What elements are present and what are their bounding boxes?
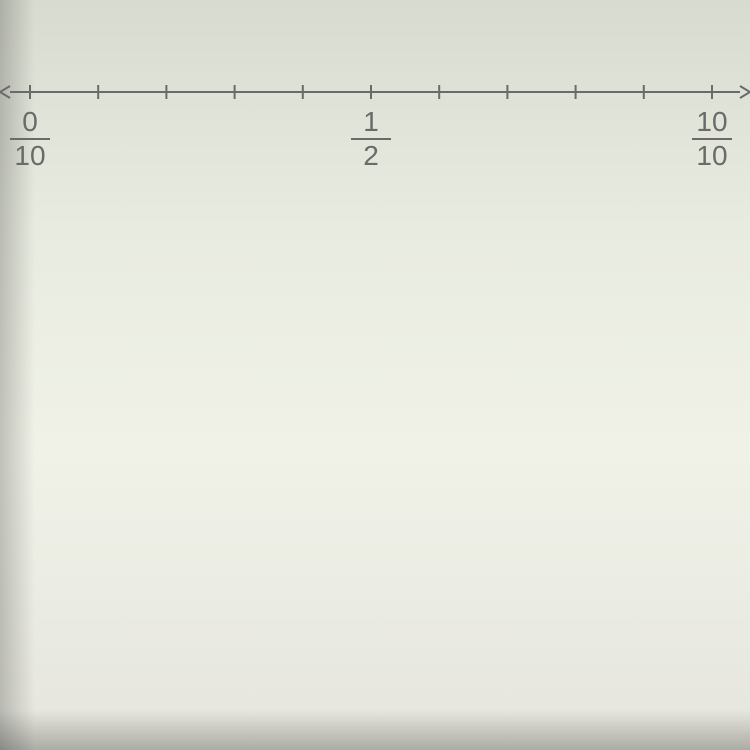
tick-label: 12 [351,108,391,170]
fraction-denominator: 10 [10,140,50,170]
fraction-numerator: 10 [692,108,732,140]
screen-bottom-shadow [0,710,750,750]
tick-label: 1010 [692,108,732,170]
tick-label: 010 [10,108,50,170]
fraction-numerator: 1 [351,108,391,140]
fraction-numerator: 0 [10,108,50,140]
number-line: 010121010 [0,80,750,110]
fraction-denominator: 10 [692,140,732,170]
fraction-denominator: 2 [351,140,391,170]
